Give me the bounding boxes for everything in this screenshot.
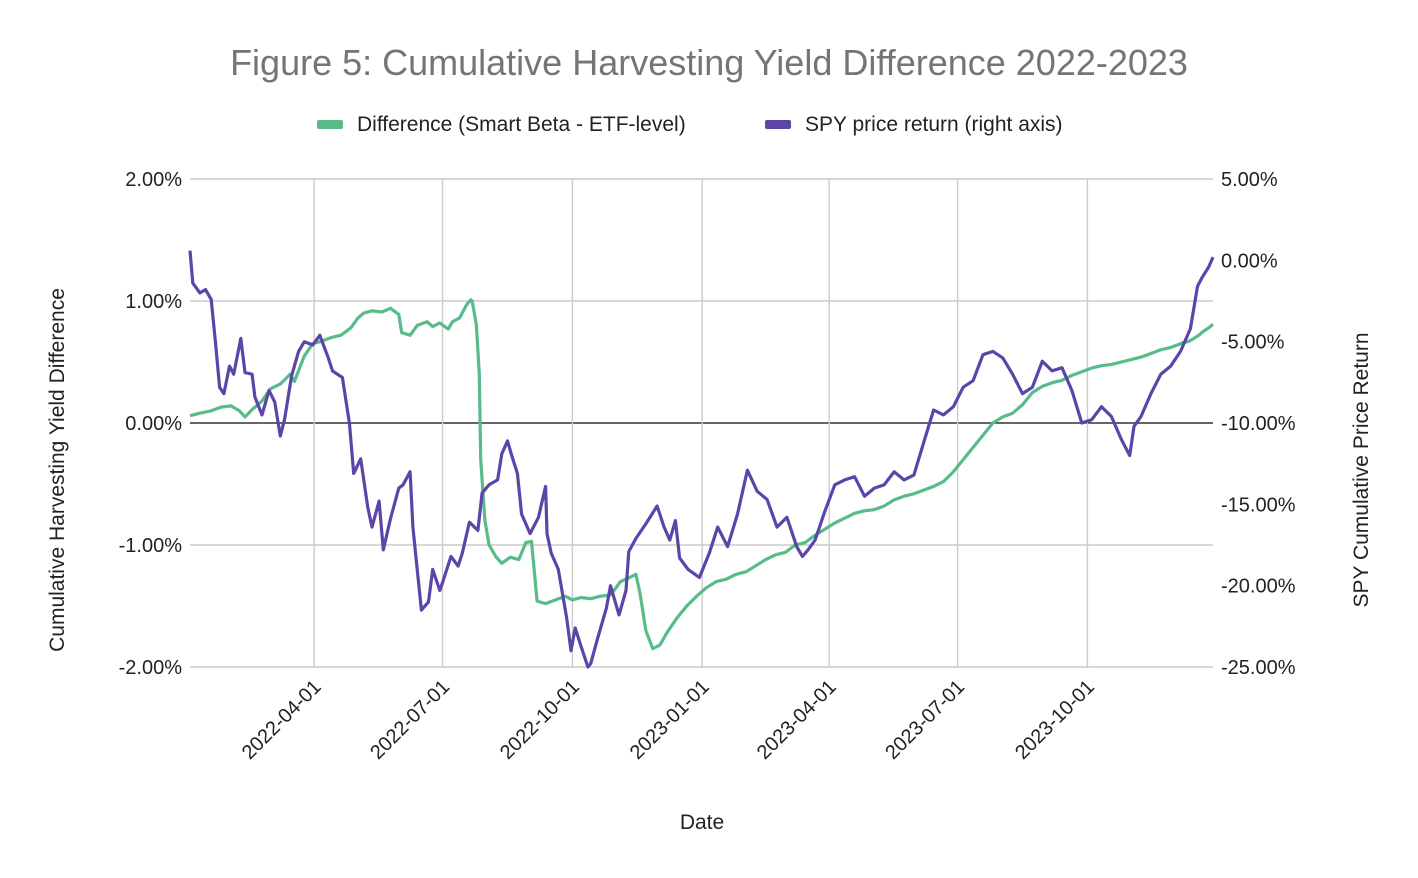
left-tick-label: 0.00% [125,413,182,435]
right-tick-label: -15.00% [1221,494,1296,516]
legend-label-spy: SPY price return (right axis) [805,113,1063,136]
right-tick-label: 5.00% [1221,169,1278,191]
right-tick-label: -5.00% [1221,332,1285,354]
x-tick-label: 2022-10-01 [496,676,584,764]
legend-swatch-spy [765,120,791,129]
left-axis-ticks: 2.00% 1.00% 0.00% -1.00% -2.00% [119,169,183,679]
right-tick-label: -10.00% [1221,413,1296,435]
x-tick-label: 2022-04-01 [238,676,326,764]
left-tick-label: -2.00% [119,657,183,679]
series-lines [188,250,1215,669]
gridlines [190,178,1213,668]
left-tick-label: 2.00% [125,169,182,191]
right-tick-label: -20.00% [1221,576,1296,598]
legend-swatch-difference [317,120,343,129]
legend-item-difference[interactable]: Difference (Smart Beta - ETF-level) [317,113,686,136]
right-axis-ticks: 5.00% 0.00% -5.00% -10.00% -15.00% -20.00% -25… [1221,169,1296,679]
series-line-difference [189,298,1215,651]
right-tick-label: 0.00% [1221,250,1278,272]
x-tick-label: 2023-10-01 [1011,676,1099,764]
right-tick-label: -25.00% [1221,657,1296,679]
right-axis-label: SPY Cumulative Price Return [1350,332,1373,607]
x-axis-label: Date [680,811,724,834]
left-axis-label: Cumulative Harvesting Yield Difference [46,288,69,652]
left-tick-label: -1.00% [119,535,183,557]
legend-label-difference: Difference (Smart Beta - ETF-level) [357,113,686,136]
x-tick-label: 2023-07-01 [881,676,969,764]
x-tick-label: 2023-01-01 [626,676,714,764]
x-axis-ticks: 2022-04-01 2022-07-01 2022-10-01 2023-01-01… [238,676,1099,764]
x-tick-label: 2022-07-01 [366,676,454,764]
legend: Difference (Smart Beta - ETF-level) SPY … [317,113,1063,136]
series-line-spy [188,250,1215,669]
x-tick-label: 2023-04-01 [753,676,841,764]
legend-item-spy[interactable]: SPY price return (right axis) [765,113,1063,136]
chart-title: Figure 5: Cumulative Harvesting Yield Di… [230,42,1188,83]
left-tick-label: 1.00% [125,291,182,313]
